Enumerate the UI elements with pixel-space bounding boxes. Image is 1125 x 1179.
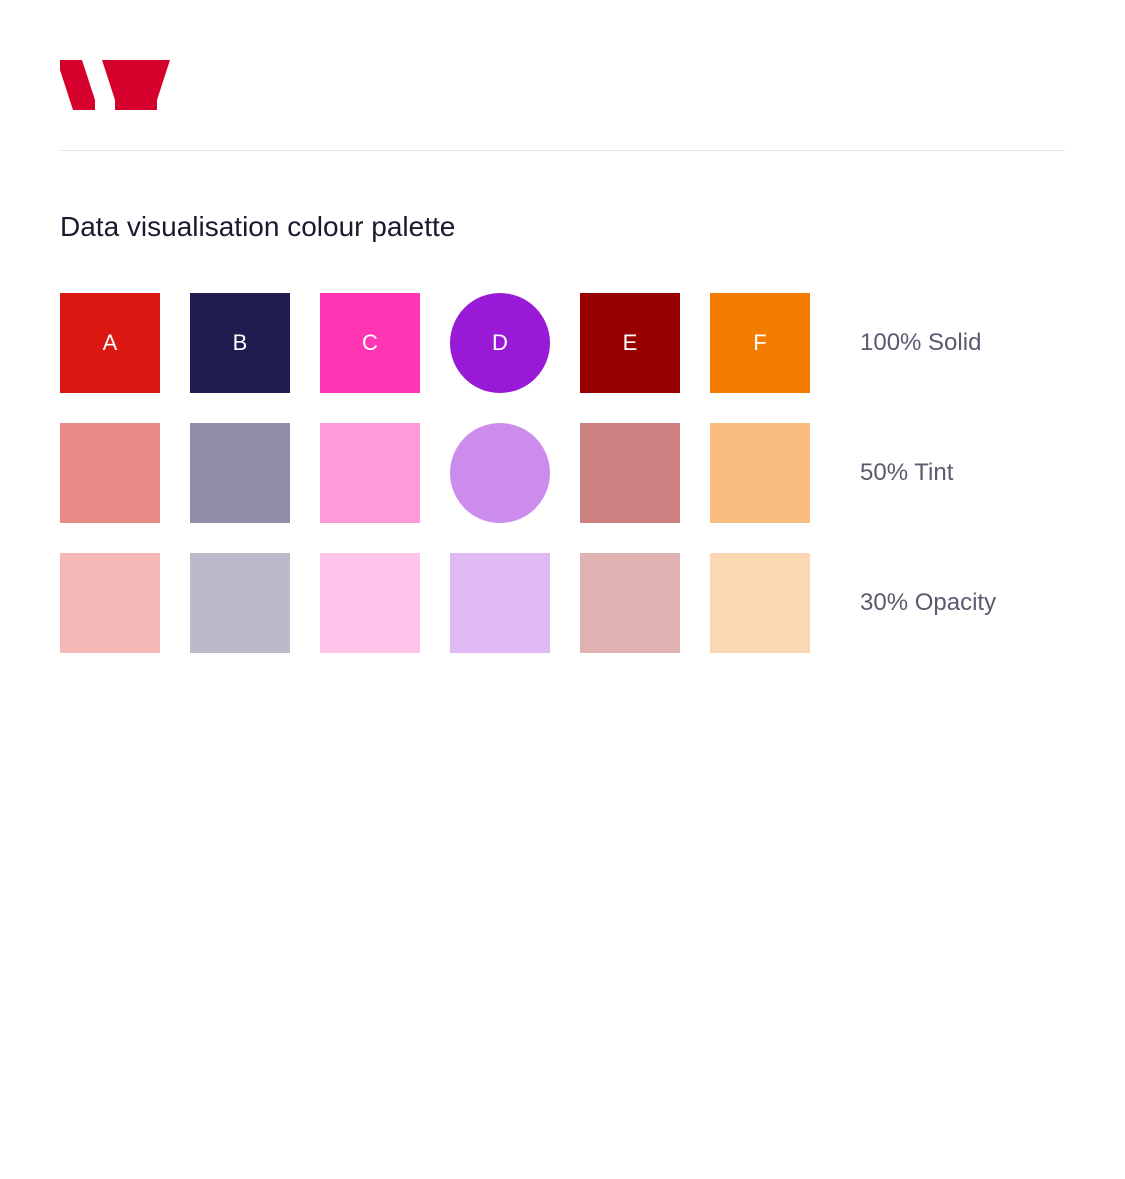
palette-row: 50% Tint (60, 423, 1065, 523)
row-label: 30% Opacity (860, 589, 996, 617)
swatch-letter: A (103, 330, 118, 356)
page-title: Data visualisation colour palette (60, 211, 1065, 243)
swatch-letter: C (362, 330, 378, 356)
swatch-b: B (190, 293, 290, 393)
swatch-f (710, 553, 810, 653)
palette-row: A B C D E F 100% Solid (60, 293, 1065, 393)
swatch-e (580, 553, 680, 653)
row-label: 50% Tint (860, 459, 953, 487)
swatch-letter: E (623, 330, 638, 356)
swatch-e (580, 423, 680, 523)
swatch-f: F (710, 293, 810, 393)
palette-row: 30% Opacity (60, 553, 1065, 653)
swatch-a (60, 553, 160, 653)
row-label: 100% Solid (860, 329, 981, 357)
swatch-a: A (60, 293, 160, 393)
swatch-b (190, 553, 290, 653)
swatch-b (190, 423, 290, 523)
swatch-d (450, 553, 550, 653)
palette-grid: A B C D E F 100% Solid 50% Tint 30% Opacity (60, 293, 1065, 653)
swatch-letter: F (753, 330, 766, 356)
header (60, 60, 1065, 151)
swatch-e: E (580, 293, 680, 393)
brand-logo-icon (60, 60, 1065, 110)
swatch-a (60, 423, 160, 523)
swatch-f (710, 423, 810, 523)
swatch-c: C (320, 293, 420, 393)
swatch-d: D (450, 293, 550, 393)
swatch-letter: D (492, 330, 508, 356)
swatch-c (320, 423, 420, 523)
swatch-d (450, 423, 550, 523)
swatch-c (320, 553, 420, 653)
swatch-letter: B (233, 330, 248, 356)
